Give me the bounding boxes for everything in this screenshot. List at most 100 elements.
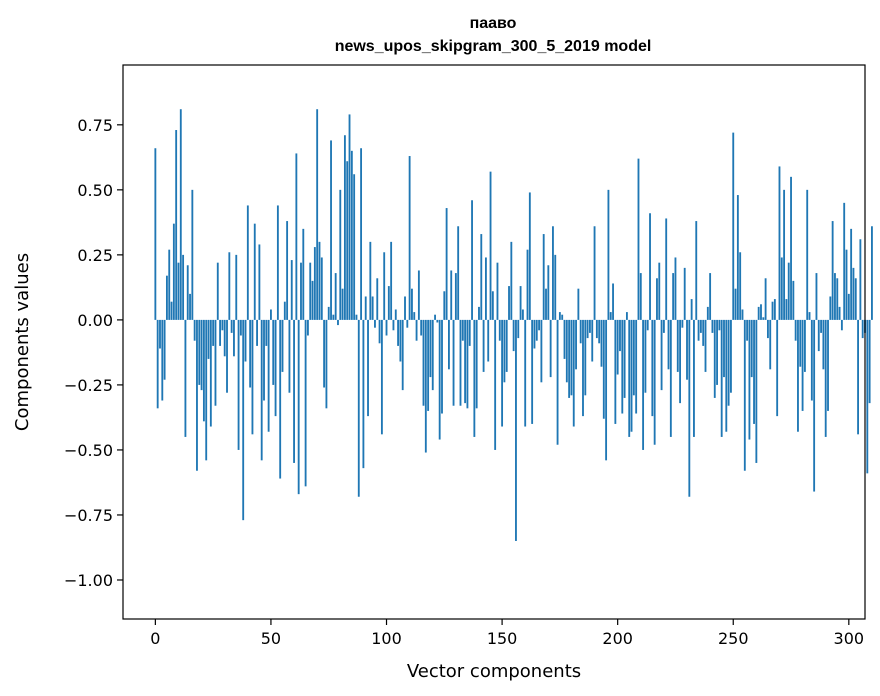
y-tick-label: 0.75	[77, 116, 113, 135]
bar-265	[766, 319, 769, 339]
bar-155	[512, 319, 515, 352]
bar-183	[577, 288, 580, 320]
bar-61	[295, 153, 298, 320]
bar-275	[790, 176, 792, 320]
bar-99	[383, 252, 386, 320]
bar-137	[471, 200, 473, 320]
x-tick-label: 100	[371, 629, 402, 648]
bar-247	[725, 319, 728, 432]
bar-171	[549, 319, 552, 378]
bar-158	[519, 286, 522, 320]
y-tick-label: 0.00	[77, 311, 113, 330]
bar-101	[387, 286, 390, 320]
bar-228	[681, 319, 684, 328]
bars-group	[154, 109, 873, 541]
bar-86	[353, 174, 356, 320]
bar-274	[787, 262, 790, 320]
bar-239	[706, 306, 709, 320]
bar-110	[408, 156, 411, 320]
bar-200	[616, 319, 619, 375]
bar-95	[374, 319, 376, 328]
bar-268	[773, 299, 776, 320]
bar-56	[283, 301, 286, 320]
bar-173	[554, 254, 557, 320]
bar-298	[843, 202, 846, 320]
bar-299	[845, 249, 848, 320]
bar-240	[709, 273, 712, 320]
bar-113	[415, 319, 418, 341]
bar-289	[822, 319, 825, 370]
bar-87	[355, 314, 358, 320]
bar-260	[755, 319, 758, 463]
bar-3	[161, 319, 164, 401]
bar-280	[801, 319, 804, 411]
bar-235	[697, 319, 700, 341]
bar-93	[369, 241, 372, 320]
bar-167	[540, 319, 543, 383]
bar-178	[565, 319, 568, 383]
bar-121	[434, 314, 436, 320]
bar-255	[743, 319, 746, 471]
bar-293	[831, 221, 834, 320]
bar-156	[515, 319, 517, 541]
bar-220	[662, 319, 665, 333]
bar-97	[378, 319, 381, 344]
bar-102	[390, 241, 393, 320]
bar-68	[311, 280, 314, 320]
bar-75	[327, 306, 330, 320]
bar-198	[612, 283, 614, 320]
bar-122	[436, 319, 439, 323]
chart-title: пааво	[470, 15, 517, 32]
bar-221	[665, 218, 668, 320]
bar-64	[302, 228, 305, 320]
plot-frame	[122, 64, 866, 620]
x-tick-label: 300	[834, 629, 865, 648]
bar-91	[364, 296, 367, 320]
bar-141	[480, 234, 483, 320]
bar-195	[605, 319, 608, 461]
bar-26	[214, 319, 217, 406]
bar-142	[482, 319, 485, 372]
bar-70	[316, 109, 319, 320]
bar-42	[251, 319, 254, 435]
bar-226	[676, 319, 679, 372]
plot-area	[123, 65, 865, 619]
bar-251	[734, 288, 737, 320]
bar-79	[337, 319, 339, 326]
chart-subtitle: news_upos_skipgram_300_5_2019 model	[335, 38, 652, 55]
bar-139	[475, 319, 478, 409]
bar-233	[693, 319, 695, 437]
bar-185	[582, 319, 584, 417]
bar-207	[632, 319, 635, 396]
bar-296	[838, 306, 841, 320]
bar-161	[526, 249, 529, 320]
bar-38	[242, 319, 245, 521]
bar-177	[563, 319, 566, 359]
x-tick-label: 50	[261, 629, 281, 648]
bar-133	[461, 319, 464, 341]
bar-117	[424, 319, 427, 453]
bar-231	[688, 319, 691, 497]
bar-52	[274, 319, 277, 417]
bar-80	[339, 189, 342, 320]
bar-257	[748, 319, 751, 440]
bar-90	[362, 319, 365, 469]
bar-105	[397, 319, 399, 346]
bar-6	[168, 249, 171, 320]
bar-54	[279, 319, 282, 479]
bar-300	[847, 293, 850, 320]
bar-216	[653, 319, 656, 445]
bar-76	[330, 140, 332, 320]
bar-16	[191, 189, 194, 320]
bar-189	[591, 319, 594, 362]
bar-194	[602, 319, 605, 419]
bar-24	[209, 319, 212, 427]
bar-208	[635, 319, 638, 414]
bar-219	[660, 319, 663, 391]
bar-201	[619, 319, 621, 352]
bar-98	[380, 319, 383, 435]
bar-92	[367, 319, 369, 417]
bar-270	[778, 166, 781, 320]
bar-278	[797, 319, 799, 432]
